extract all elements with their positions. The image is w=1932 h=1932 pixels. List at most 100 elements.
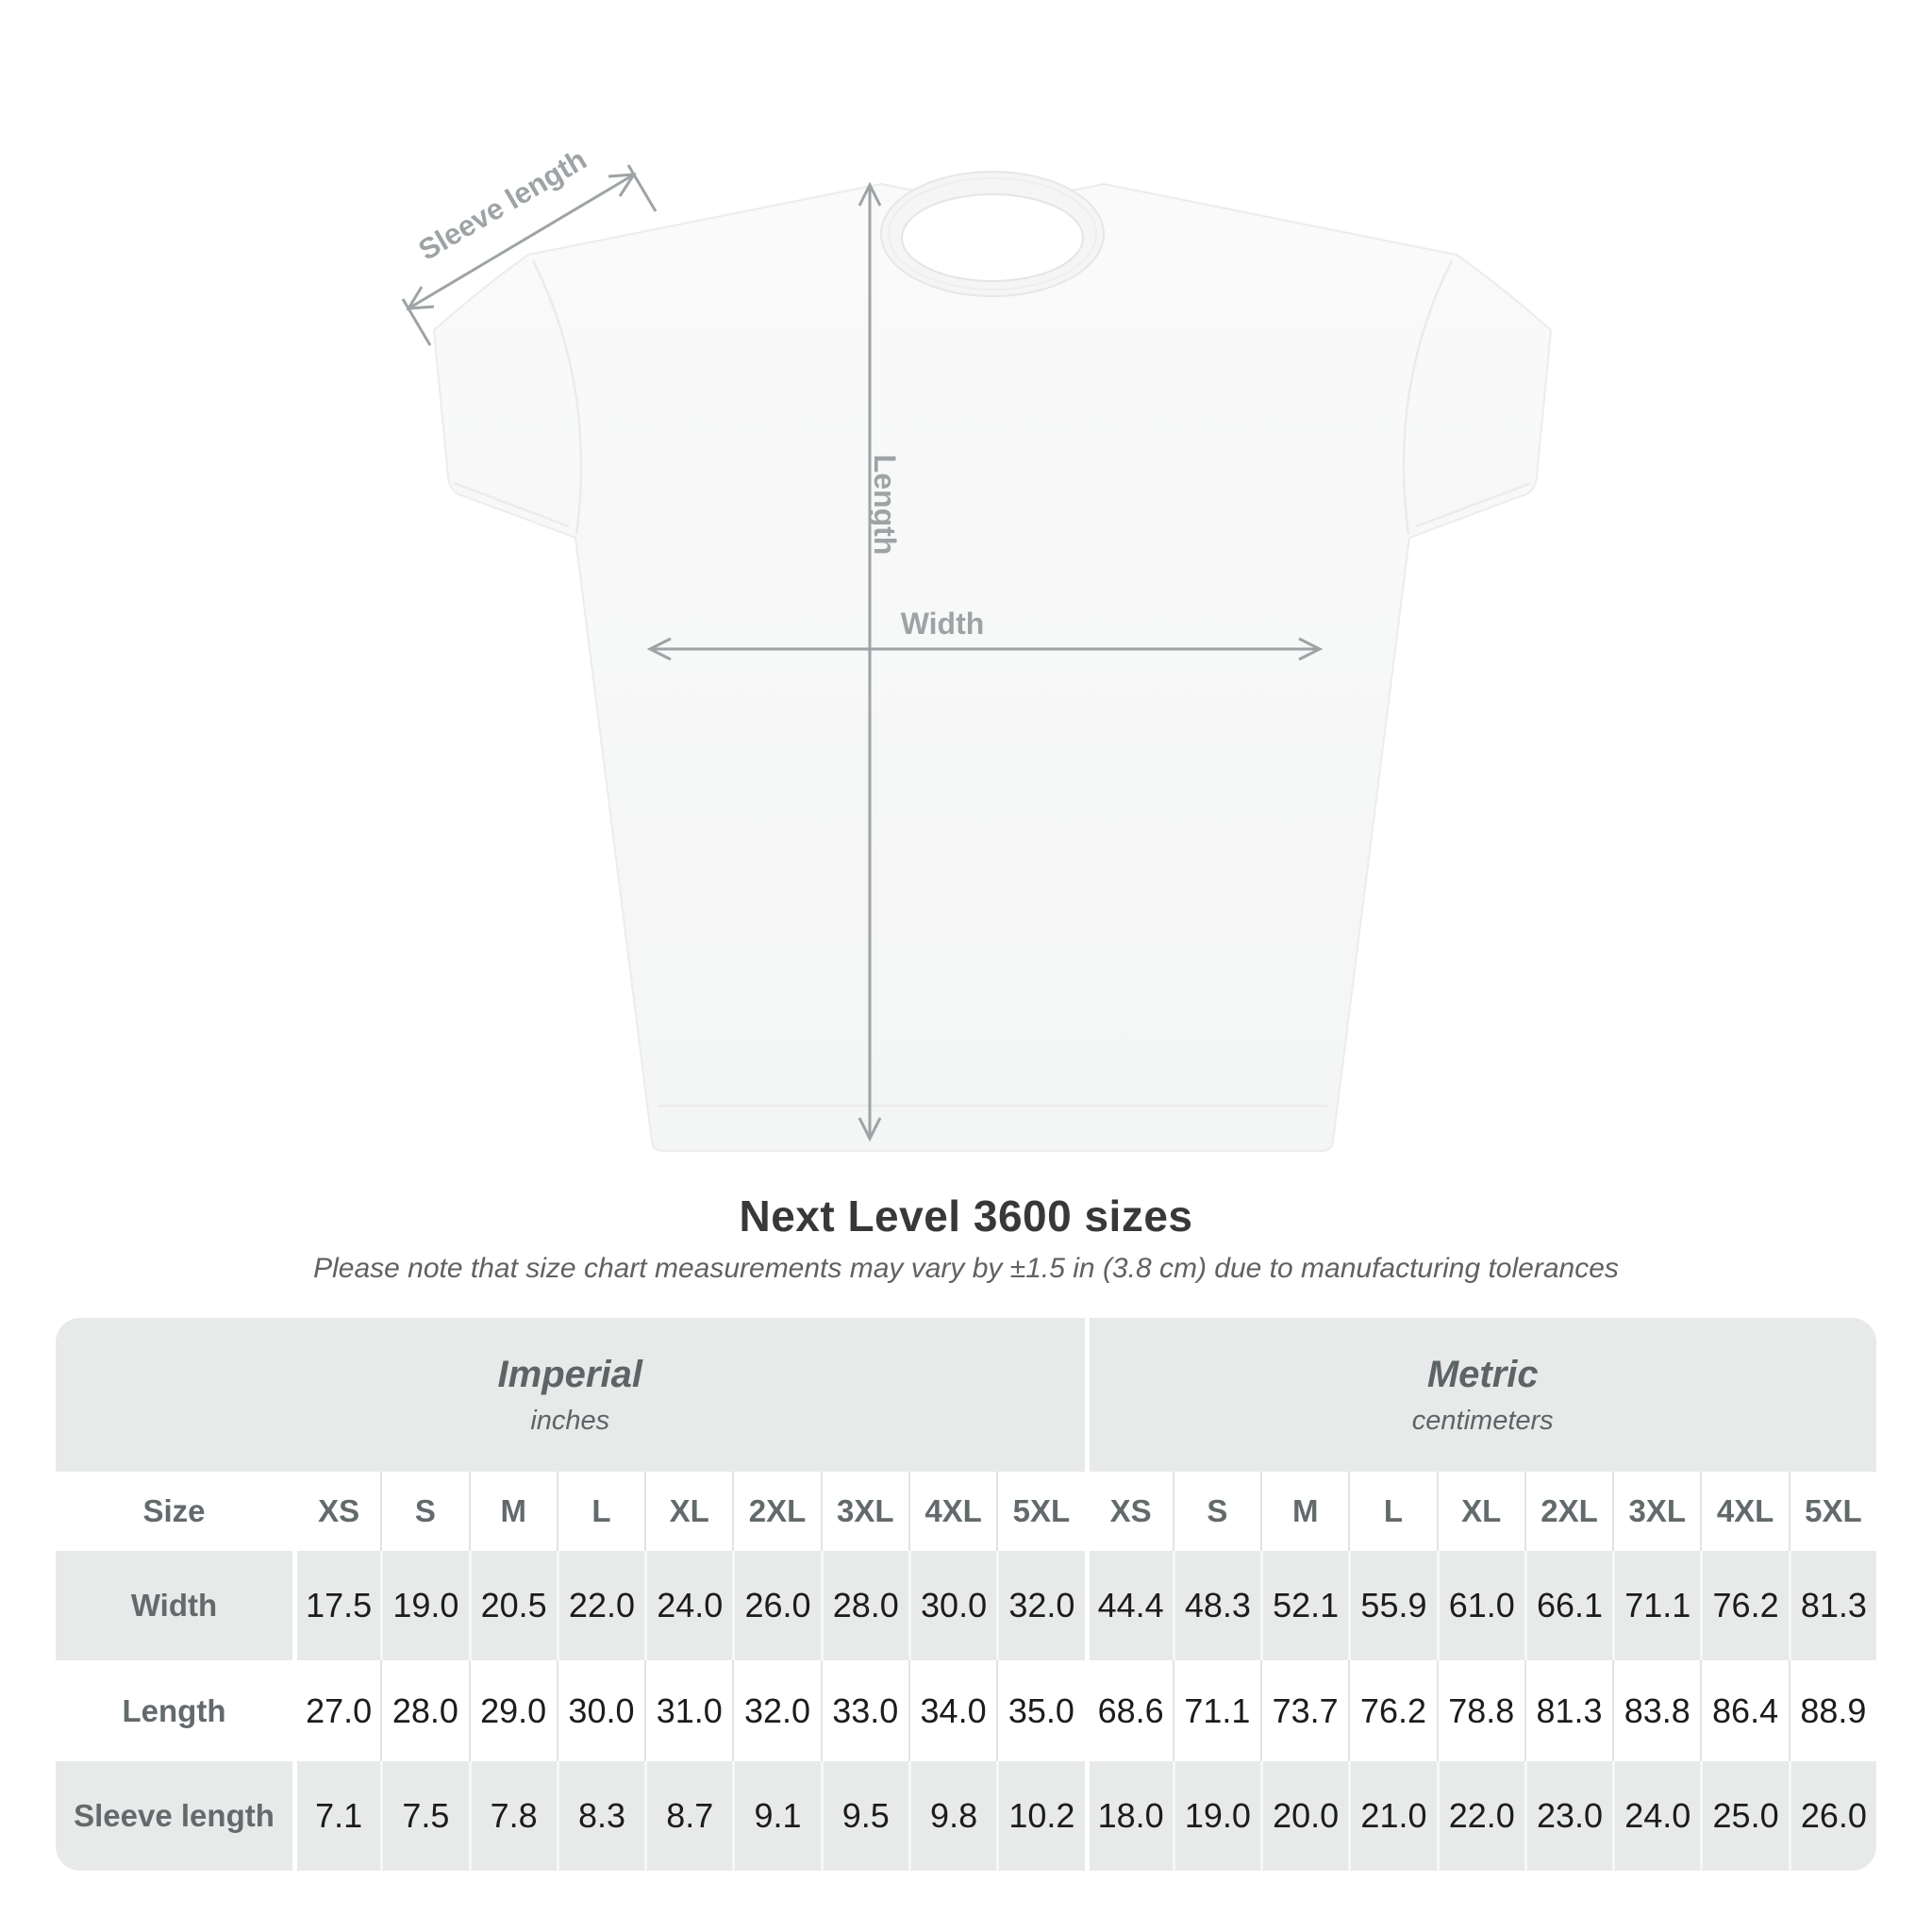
tshirt-measurement-diagram: Sleeve length Length Width xyxy=(283,113,1651,1198)
length-metric-cell: 71.1 xyxy=(1172,1660,1260,1761)
tshirt-diagram-svg: Sleeve length Length Width xyxy=(401,142,1553,1152)
sleeve-metric-cell: 21.0 xyxy=(1348,1761,1436,1871)
sleeve-metric-cell: 24.0 xyxy=(1612,1761,1700,1871)
imperial-label: Imperial xyxy=(497,1353,642,1395)
imperial-group-header: Imperial inches xyxy=(56,1318,1085,1472)
size-header-cell: 5XL xyxy=(1788,1472,1876,1551)
size-header-cell: S xyxy=(380,1472,468,1551)
imperial-unit-label: inches xyxy=(530,1405,610,1436)
metric-group-header: Metric centimeters xyxy=(1084,1318,1877,1472)
width-metric-cell: 76.2 xyxy=(1700,1551,1788,1660)
length-metric-cell: 88.9 xyxy=(1788,1660,1876,1761)
sleeve-imperial-cell: 7.1 xyxy=(292,1761,380,1871)
length-imperial-cell: 32.0 xyxy=(732,1660,820,1761)
length-imperial-cell: 33.0 xyxy=(820,1660,908,1761)
width-imperial-cell: 20.5 xyxy=(468,1551,557,1660)
table-row-width: Width 17.5 19.0 20.5 22.0 24.0 26.0 28.0 30.0 32… xyxy=(56,1551,1876,1660)
length-label: Length xyxy=(868,455,902,556)
width-label: Width xyxy=(901,607,985,641)
length-metric-cell: 78.8 xyxy=(1436,1660,1524,1761)
size-header-cell: L xyxy=(556,1472,644,1551)
sleeve-metric-cell: 25.0 xyxy=(1700,1761,1788,1871)
size-header-cell: XL xyxy=(1436,1472,1524,1551)
length-metric-cell: 68.6 xyxy=(1084,1660,1173,1761)
size-header-cell: XS xyxy=(292,1472,380,1551)
sleeve-imperial-cell: 8.3 xyxy=(556,1761,644,1871)
page-title: Next Level 3600 sizes xyxy=(739,1191,1193,1241)
sleeve-imperial-cell: 9.5 xyxy=(820,1761,908,1871)
size-header-cell: XL xyxy=(644,1472,732,1551)
size-header-cell: 3XL xyxy=(820,1472,908,1551)
size-header-cell: 2XL xyxy=(1524,1472,1612,1551)
width-arrow xyxy=(646,637,1324,661)
length-metric-cell: 86.4 xyxy=(1700,1660,1788,1761)
width-metric-cell: 48.3 xyxy=(1172,1551,1260,1660)
unit-group-header-row: Imperial inches Metric centimeters xyxy=(56,1318,1876,1472)
width-metric-cell: 81.3 xyxy=(1788,1551,1876,1660)
tolerance-note: Please note that size chart measurements… xyxy=(313,1253,1619,1284)
width-imperial-cell: 32.0 xyxy=(996,1551,1084,1660)
size-header-cell: XS xyxy=(1084,1472,1173,1551)
size-header-cell: 3XL xyxy=(1612,1472,1700,1551)
sleeve-imperial-cell: 10.2 xyxy=(996,1761,1084,1871)
size-header-cell: M xyxy=(468,1472,557,1551)
row-label-sleeve-length: Sleeve length xyxy=(74,1798,275,1833)
sleeve-imperial-cell: 9.8 xyxy=(908,1761,996,1871)
sleeve-imperial-cell: 7.5 xyxy=(380,1761,468,1871)
row-label-length: Length xyxy=(122,1692,226,1728)
sleeve-metric-cell: 23.0 xyxy=(1524,1761,1612,1871)
width-metric-cell: 71.1 xyxy=(1612,1551,1700,1660)
length-imperial-cell: 30.0 xyxy=(556,1660,644,1761)
length-imperial-cell: 27.0 xyxy=(292,1660,380,1761)
length-imperial-cell: 31.0 xyxy=(644,1660,732,1761)
width-metric-cell: 52.1 xyxy=(1260,1551,1348,1660)
length-metric-cell: 81.3 xyxy=(1524,1660,1612,1761)
length-imperial-cell: 28.0 xyxy=(380,1660,468,1761)
size-header-cell: S xyxy=(1172,1472,1260,1551)
sleeve-metric-cell: 18.0 xyxy=(1084,1761,1173,1871)
size-header-cell: 4XL xyxy=(908,1472,996,1551)
width-imperial-cell: 22.0 xyxy=(556,1551,644,1660)
size-table: Imperial inches Metric centimeters Size … xyxy=(56,1318,1876,1871)
width-metric-cell: 44.4 xyxy=(1084,1551,1173,1660)
length-imperial-cell: 29.0 xyxy=(468,1660,557,1761)
width-imperial-cell: 17.5 xyxy=(292,1551,380,1660)
sleeve-imperial-cell: 9.1 xyxy=(732,1761,820,1871)
size-header-row: Size XS S M L XL 2XL 3XL 4XL 5XL XS S M L XL 2XL 3XL 4X… xyxy=(56,1472,1876,1551)
length-imperial-cell: 35.0 xyxy=(996,1660,1084,1761)
length-arrow xyxy=(858,181,882,1142)
size-corner-label: Size xyxy=(142,1493,206,1528)
metric-label: Metric xyxy=(1426,1353,1539,1395)
row-label-width: Width xyxy=(130,1588,218,1623)
tshirt-graphic xyxy=(432,171,1553,1152)
table-row-length: Length 27.0 28.0 29.0 30.0 31.0 32.0 33.0 34.0 3… xyxy=(56,1660,1876,1761)
length-imperial-cell: 34.0 xyxy=(908,1660,996,1761)
width-imperial-cell: 19.0 xyxy=(380,1551,468,1660)
size-header-cell: 4XL xyxy=(1700,1472,1788,1551)
size-header-cell: 5XL xyxy=(996,1472,1084,1551)
sleeve-metric-cell: 19.0 xyxy=(1172,1761,1260,1871)
width-metric-cell: 55.9 xyxy=(1348,1551,1436,1660)
sleeve-imperial-cell: 7.8 xyxy=(468,1761,557,1871)
sleeve-metric-cell: 26.0 xyxy=(1788,1761,1876,1871)
width-metric-cell: 66.1 xyxy=(1524,1551,1612,1660)
length-metric-cell: 83.8 xyxy=(1612,1660,1700,1761)
size-header-cell: L xyxy=(1348,1472,1436,1551)
sleeve-metric-cell: 22.0 xyxy=(1436,1761,1524,1871)
width-imperial-cell: 30.0 xyxy=(908,1551,996,1660)
width-imperial-cell: 28.0 xyxy=(820,1551,908,1660)
length-metric-cell: 73.7 xyxy=(1260,1660,1348,1761)
length-metric-cell: 76.2 xyxy=(1348,1660,1436,1761)
size-header-cell: M xyxy=(1260,1472,1348,1551)
table-row-sleeve-length: Sleeve length 7.1 7.5 7.8 8.3 8.7 9.1 9.5 9.8 10… xyxy=(56,1761,1876,1871)
width-imperial-cell: 26.0 xyxy=(732,1551,820,1660)
sleeve-length-arrow xyxy=(401,164,658,346)
sleeve-metric-cell: 20.0 xyxy=(1260,1761,1348,1871)
width-metric-cell: 61.0 xyxy=(1436,1551,1524,1660)
sleeve-imperial-cell: 8.7 xyxy=(644,1761,732,1871)
size-header-cell: 2XL xyxy=(732,1472,820,1551)
width-imperial-cell: 24.0 xyxy=(644,1551,732,1660)
dimension-lines xyxy=(401,164,1324,1142)
metric-unit-label: centimeters xyxy=(1411,1405,1554,1436)
